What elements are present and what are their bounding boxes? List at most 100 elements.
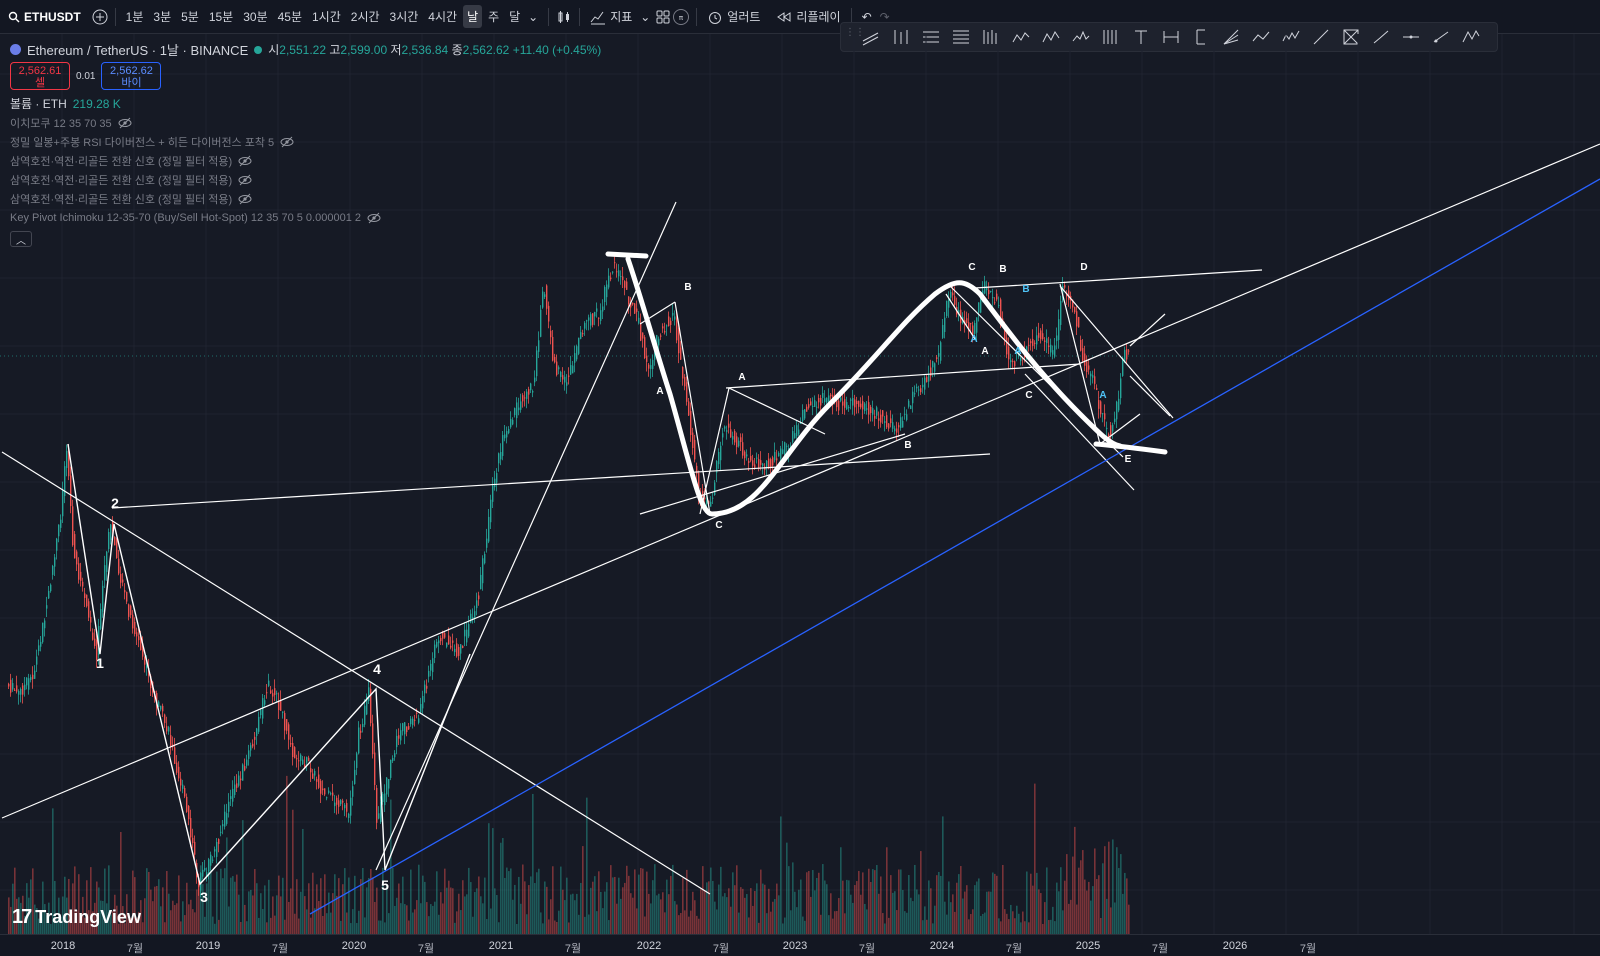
trend-line [1059, 285, 1174, 419]
collapse-legend-button[interactable]: ︿ [10, 231, 32, 247]
indicator-row[interactable]: 삼역호전·역전·리골든 전환 신호 (정밀 필터 적용) [10, 151, 601, 170]
interval-button[interactable]: 달 [509, 10, 521, 24]
volume-bar [880, 876, 882, 934]
redo-icon[interactable]: ↷ [879, 9, 890, 24]
volume-bar [642, 868, 644, 934]
candle-body [770, 459, 772, 468]
pitchfork-icon[interactable] [889, 26, 913, 48]
interval-button[interactable]: 30분 [243, 10, 268, 24]
hidden-eye-icon[interactable] [238, 155, 252, 167]
candle-body [576, 346, 578, 360]
divider [850, 7, 852, 26]
volume-bar [786, 842, 788, 934]
abcd-pattern-icon[interactable] [1039, 26, 1063, 48]
drag-handle-icon[interactable]: ⋮⋮ [845, 27, 865, 38]
text-tool-icon[interactable] [1129, 26, 1153, 48]
candle-body [48, 590, 50, 599]
hidden-eye-icon[interactable] [367, 212, 381, 224]
ray-icon[interactable] [1429, 26, 1453, 48]
candle-body [946, 300, 948, 317]
candle-body [368, 687, 370, 701]
chart-title[interactable]: Ethereum / TetherUS · 1날 · BINANCE [27, 43, 249, 58]
volume-bar [450, 887, 452, 934]
volume-bar [174, 905, 176, 934]
volume-bar [192, 909, 194, 934]
sell-button[interactable]: 2,562.61 셀 [10, 62, 70, 90]
hidden-eye-icon[interactable] [118, 117, 132, 129]
replay-button[interactable]: 리플레이 [772, 5, 844, 28]
triangle-pattern-icon[interactable] [1459, 26, 1483, 48]
xabcd-pattern-icon[interactable] [1009, 26, 1033, 48]
indicator-row[interactable]: 삼역호전·역전·리골든 전환 신호 (정밀 필터 적용) [10, 170, 601, 189]
candle-body [90, 616, 92, 623]
parallel-channel-icon[interactable] [859, 26, 883, 48]
volume-bar [948, 881, 950, 934]
volume-bar [334, 874, 336, 934]
interval-button[interactable]: 1분 [125, 10, 144, 24]
candle-body [116, 538, 118, 558]
time-axis-tick: 2025 [1075, 940, 1101, 952]
interval-button[interactable]: 45분 [277, 10, 302, 24]
date-range-icon[interactable] [1159, 26, 1183, 48]
interval-button[interactable]: 주 [488, 10, 500, 24]
hidden-eye-icon[interactable] [280, 136, 294, 148]
horizontal-lines-icon[interactable] [949, 26, 973, 48]
candle-body [502, 435, 504, 456]
interval-button[interactable]: 2시간 [350, 10, 380, 24]
indicators-button[interactable]: 지표 [586, 5, 636, 28]
interval-button[interactable]: 15분 [208, 10, 234, 24]
candle-body [920, 388, 922, 393]
elliott-impulse-icon[interactable] [1099, 26, 1123, 48]
volume-bar [1114, 902, 1116, 934]
candle-body [470, 613, 472, 623]
undo-icon[interactable]: ↶ [861, 9, 872, 24]
candle-body [580, 332, 582, 339]
candles-icon[interactable] [555, 8, 573, 26]
interval-button[interactable]: 3분 [153, 10, 172, 24]
candle-body [1004, 329, 1006, 340]
volume-bar [764, 884, 766, 934]
candle-body [926, 376, 928, 382]
candle-body [400, 730, 402, 741]
time-axis-tick: 2018 [50, 940, 76, 952]
indicator-row[interactable]: 삼역호전·역전·리골든 전환 신호 (정밀 필터 적용) [10, 189, 601, 208]
trend-line-icon[interactable] [1309, 26, 1333, 48]
buy-button[interactable]: 2,562.62 바이 [101, 62, 162, 90]
volume-label[interactable]: 볼륨 · ETH [10, 97, 67, 111]
gann-fan-icon[interactable] [979, 26, 1003, 48]
candle-body [216, 841, 218, 857]
volume-bar [1012, 911, 1014, 934]
hidden-eye-icon[interactable] [238, 174, 252, 186]
fib-fan-icon[interactable] [1219, 26, 1243, 48]
chevron-down-icon[interactable]: ⌄ [528, 9, 539, 24]
candle-body [550, 330, 552, 338]
time-axis[interactable]: 2018 7월 2019 7월 2020 7월 2021 7월 2022 7월 2023 7월 2024… [0, 934, 1600, 956]
layout-grid-icon[interactable] [654, 8, 672, 26]
indicator-row[interactable]: 정밀 일봉+주봉 RSI 다이버전스 + 히든 다이버전스 포착 5 [10, 132, 601, 151]
volume-bar [626, 865, 628, 934]
interval-button[interactable]: 1시간 [312, 10, 341, 24]
interval-button[interactable]: 5분 [181, 10, 199, 24]
indicator-row[interactable]: 이치모쿠 12 35 70 35 [10, 113, 601, 132]
candle-body [624, 281, 626, 288]
hidden-eye-icon[interactable] [238, 193, 252, 205]
brush-icon[interactable] [1369, 26, 1393, 48]
alert-button[interactable]: 얼러트 [703, 5, 764, 28]
head-shoulders-icon[interactable] [1069, 26, 1093, 48]
chevron-down-icon[interactable]: ⌄ [640, 9, 651, 24]
volume-bar [234, 881, 236, 934]
symbol-search[interactable]: ETHUSDT [8, 10, 91, 24]
add-symbol-icon[interactable] [91, 8, 109, 26]
script-icon[interactable]: π [672, 8, 690, 26]
interval-button[interactable]: 4시간 [428, 10, 458, 24]
interval-button[interactable]: 날 [463, 5, 483, 28]
indicator-row[interactable]: Key Pivot Ichimoku 12-35-70 (Buy/Sell Ho… [10, 208, 601, 227]
interval-button[interactable]: 3시간 [389, 10, 419, 24]
volume-bar [412, 912, 414, 934]
horizontal-line-icon[interactable] [1399, 26, 1423, 48]
volume-bar [94, 902, 96, 934]
volume-bar [368, 877, 370, 934]
path-icon[interactable] [1249, 26, 1273, 48]
price-range-icon[interactable] [1189, 26, 1213, 48]
